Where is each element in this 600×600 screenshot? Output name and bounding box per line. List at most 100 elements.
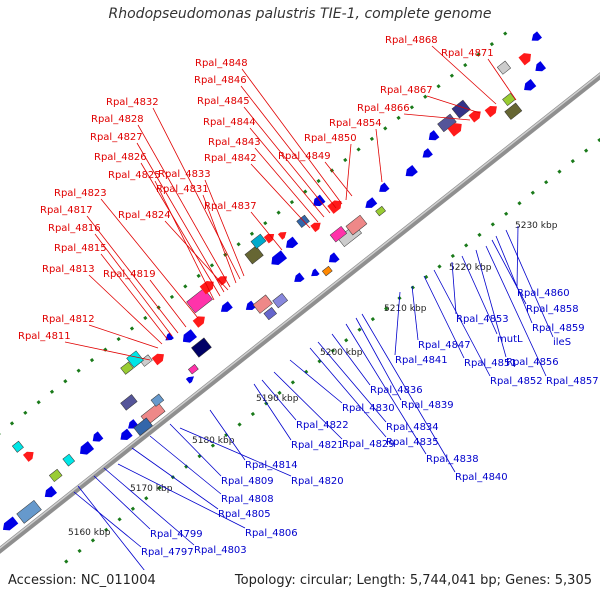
tick-mark bbox=[129, 326, 135, 331]
tick-mark bbox=[357, 327, 362, 332]
leader-line-iles bbox=[505, 229, 554, 338]
leader-line-rpal-4796 bbox=[77, 485, 145, 570]
gene-label-rpal-4826[interactable]: Rpal_4826 bbox=[94, 152, 147, 163]
tick-mark bbox=[369, 136, 375, 142]
gene-label-rpal-4816[interactable]: Rpal_4816 bbox=[48, 223, 101, 234]
gene-label-rpal-4843[interactable]: Rpal_4843 bbox=[208, 137, 261, 148]
gene-label-rpal-4844[interactable]: Rpal_4844 bbox=[203, 117, 256, 128]
gene-label-rpal-4840[interactable]: Rpal_4840 bbox=[455, 472, 508, 483]
gene-feature bbox=[345, 214, 368, 236]
genome-map: 5160 kbp 5170 kbp 5180 kbp 5190 kbp 5200 kbp… bbox=[0, 31, 600, 570]
gene-label-rpal-4858[interactable]: Rpal_4858 bbox=[526, 304, 579, 315]
gene-label-rpal-4850[interactable]: Rpal_4850 bbox=[304, 133, 357, 144]
gene-label-rpal-4817[interactable]: Rpal_4817 bbox=[40, 205, 93, 216]
gene-label-rpal-4821[interactable]: Rpal_4821 bbox=[291, 440, 344, 451]
leader-line-rpal-4830 bbox=[289, 359, 343, 404]
gene-label-rpal-4848[interactable]: Rpal_4848 bbox=[195, 58, 248, 69]
gene-label-rpal-4814[interactable]: Rpal_4814 bbox=[245, 460, 298, 471]
tick-mark bbox=[570, 159, 575, 164]
gene-feature bbox=[271, 250, 288, 266]
gene-feature bbox=[151, 353, 164, 366]
gene-label-rpal-4838[interactable]: Rpal_4838 bbox=[426, 454, 479, 465]
leader-line-rpal-4860 bbox=[516, 225, 519, 289]
leader-line-rpal-4821 bbox=[253, 383, 292, 441]
gene-label-rpal-4851[interactable]: Rpal_4851 bbox=[464, 358, 517, 369]
gene-label-rpal-4853[interactable]: Rpal_4853 bbox=[456, 314, 509, 325]
gene-feature bbox=[120, 394, 138, 411]
gene-label-rpal-4846[interactable]: Rpal_4846 bbox=[194, 75, 247, 86]
gene-label-rpal-4845[interactable]: Rpal_4845 bbox=[197, 96, 250, 107]
gene-label-rpal-4835[interactable]: Rpal_4835 bbox=[386, 437, 439, 448]
gene-label-rpal-4849[interactable]: Rpal_4849 bbox=[278, 151, 331, 162]
gene-label-iles[interactable]: ileS bbox=[553, 337, 571, 348]
gene-label-rpal-4834[interactable]: Rpal_4834 bbox=[386, 422, 439, 433]
gene-label-rpal-4824[interactable]: Rpal_4824 bbox=[118, 210, 171, 221]
tick-mark bbox=[77, 548, 82, 554]
leader-line-rpal-4829 bbox=[273, 371, 343, 440]
outer-tick-row bbox=[0, 31, 508, 436]
gene-feature bbox=[133, 417, 153, 437]
leader-line-rpal-4838 bbox=[345, 323, 427, 455]
gene-label-rpal-4842[interactable]: Rpal_4842 bbox=[204, 153, 257, 164]
leader-line-rpal-4837 bbox=[250, 211, 283, 251]
gene-label-rpal-4856[interactable]: Rpal_4856 bbox=[506, 357, 559, 368]
gene-label-rpal-4832[interactable]: Rpal_4832 bbox=[106, 97, 159, 108]
bottom-gene-labels: Rpal_4796Rpal_4797Rpal_4799Rpal_4803Rpal… bbox=[141, 288, 599, 558]
gene-label-rpal-4867[interactable]: Rpal_4867 bbox=[380, 85, 433, 96]
gene-label-rpal-4837[interactable]: Rpal_4837 bbox=[204, 201, 257, 212]
gene-label-rpal-4797[interactable]: Rpal_4797 bbox=[141, 547, 194, 558]
gene-label-rpal-4815[interactable]: Rpal_4815 bbox=[54, 243, 107, 254]
gene-label-rpal-4825[interactable]: Rpal_4825 bbox=[108, 170, 161, 181]
gene-label-rpal-4847[interactable]: Rpal_4847 bbox=[418, 340, 471, 351]
tick-mark bbox=[449, 73, 455, 78]
tick-mark bbox=[436, 84, 441, 89]
gene-label-rpal-4828[interactable]: Rpal_4828 bbox=[91, 114, 144, 125]
gene-label-rpal-4820[interactable]: Rpal_4820 bbox=[291, 476, 344, 487]
gene-label-rpal-4813[interactable]: Rpal_4813 bbox=[42, 264, 95, 275]
genome-title: Rhodopseudomonas palustris TIE-1, comple… bbox=[108, 6, 492, 22]
gene-label-rpal-4827[interactable]: Rpal_4827 bbox=[90, 132, 143, 143]
tick-mark bbox=[489, 41, 494, 47]
gene-label-rpal-4806[interactable]: Rpal_4806 bbox=[245, 528, 298, 539]
gene-label-rpal-4812[interactable]: Rpal_4812 bbox=[42, 314, 95, 325]
tick-mark bbox=[196, 273, 201, 278]
gene-label-rpal-4811[interactable]: Rpal_4811 bbox=[18, 331, 71, 342]
tick-mark bbox=[116, 336, 121, 342]
gene-label-rpal-4857[interactable]: Rpal_4857 bbox=[546, 376, 599, 387]
gene-label-rpal-4833[interactable]: Rpal_4833 bbox=[158, 169, 211, 180]
tick-mark bbox=[36, 400, 41, 405]
leader-line-rpal-4803 bbox=[103, 467, 195, 546]
gene-label-rpal-4866[interactable]: Rpal_4866 bbox=[357, 103, 410, 114]
gene-label-rpal-4839[interactable]: Rpal_4839 bbox=[401, 400, 454, 411]
leader-line-rpal-4826 bbox=[140, 162, 221, 297]
leader-line-rpal-4859 bbox=[495, 235, 533, 324]
gene-label-rpal-4836[interactable]: Rpal_4836 bbox=[370, 385, 423, 396]
tick-mark bbox=[343, 157, 348, 163]
gene-label-rpal-4868[interactable]: Rpal_4868 bbox=[385, 35, 438, 46]
tick-mark bbox=[530, 190, 535, 195]
gene-label-rpal-4859[interactable]: Rpal_4859 bbox=[532, 323, 585, 334]
gene-label-rpal-4829[interactable]: Rpal_4829 bbox=[342, 439, 395, 450]
kbp-label: 5200 kbp bbox=[320, 348, 363, 358]
gene-label-rpal-4860[interactable]: Rpal_4860 bbox=[517, 288, 570, 299]
leader-line-rpal-4842 bbox=[250, 163, 311, 229]
gene-label-rpal-4819[interactable]: Rpal_4819 bbox=[103, 269, 156, 280]
gene-label-rpal-4852[interactable]: Rpal_4852 bbox=[490, 376, 543, 387]
leader-line-rpal-4852 bbox=[433, 269, 491, 377]
gene-label-rpal-4831[interactable]: Rpal_4831 bbox=[156, 184, 209, 195]
gene-label-rpal-4854[interactable]: Rpal_4854 bbox=[329, 118, 382, 129]
leader-line-rpal-4853 bbox=[451, 261, 457, 315]
gene-label-rpal-4822[interactable]: Rpal_4822 bbox=[296, 420, 349, 431]
gene-label-rpal-4809[interactable]: Rpal_4809 bbox=[221, 476, 274, 487]
gene-label-rpal-4805[interactable]: Rpal_4805 bbox=[218, 509, 271, 520]
gene-label-mutl[interactable]: mutL bbox=[497, 334, 523, 345]
leader-line-rpal-4836 bbox=[331, 333, 371, 386]
gene-label-rpal-4823[interactable]: Rpal_4823 bbox=[54, 188, 107, 199]
gene-label-rpal-4841[interactable]: Rpal_4841 bbox=[395, 355, 448, 366]
gene-label-rpal-4803[interactable]: Rpal_4803 bbox=[194, 545, 247, 556]
gene-label-rpal-4808[interactable]: Rpal_4808 bbox=[221, 494, 274, 505]
gene-label-rpal-4799[interactable]: Rpal_4799 bbox=[150, 529, 203, 540]
gene-label-rpal-4830[interactable]: Rpal_4830 bbox=[342, 403, 395, 414]
gene-feature bbox=[216, 276, 228, 286]
gene-label-rpal-4871[interactable]: Rpal_4871 bbox=[441, 48, 494, 59]
